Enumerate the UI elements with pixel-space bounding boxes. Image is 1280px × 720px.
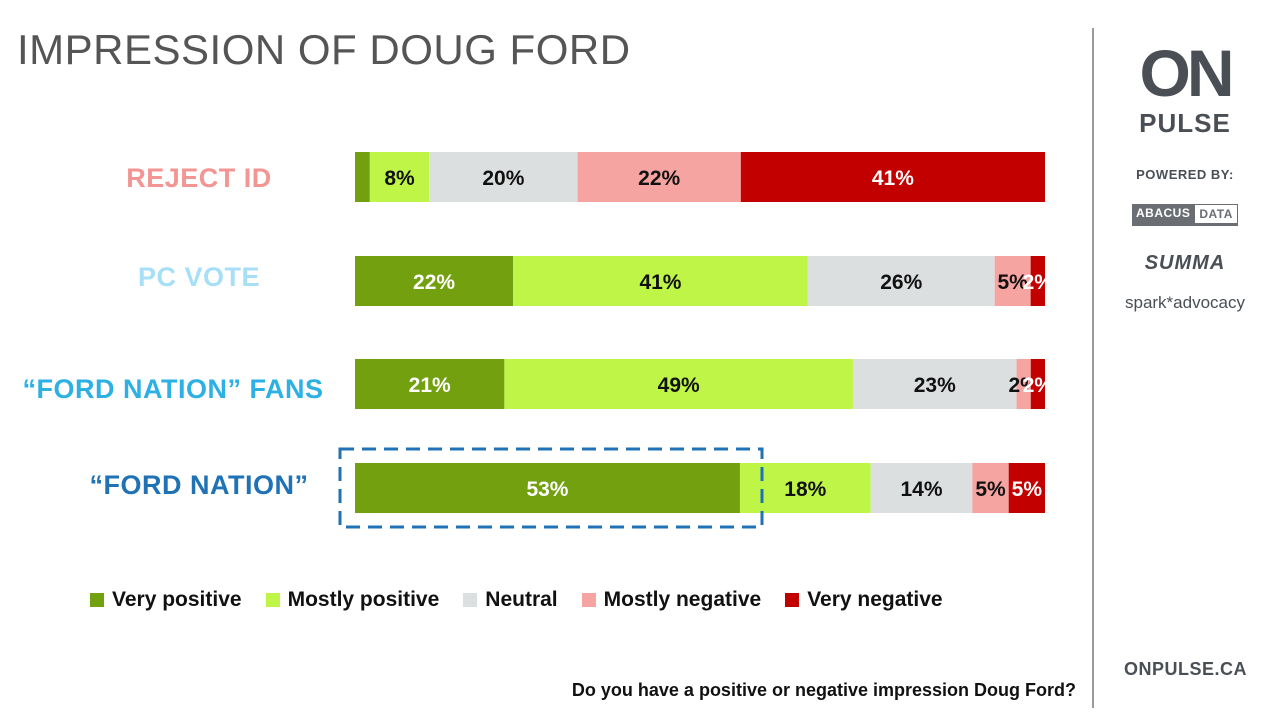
logo-pulse-text: PULSE: [1139, 108, 1231, 138]
summa-logo: SUMMA: [1144, 252, 1226, 274]
legend-swatch: [90, 593, 104, 607]
data-label: 41%: [639, 271, 681, 294]
data-label: 2%: [1023, 271, 1054, 294]
bar-segment: [355, 152, 370, 202]
bar-segment: [1008, 463, 1045, 513]
legend-swatch: [581, 593, 596, 607]
bar-segment: [355, 463, 740, 513]
bar-segment: [577, 152, 741, 202]
abacus-data-logo: ABACUS DATA: [1132, 204, 1238, 226]
legend-item-mostly-negative: Mostly negative: [581, 588, 762, 612]
data-label: 53%: [526, 478, 568, 501]
powered-by-label: POWERED BY:: [1136, 167, 1234, 182]
bar-segment: [852, 359, 1017, 409]
legend-item-neutral: Neutral: [463, 588, 558, 612]
bar-segment: [1016, 359, 1031, 409]
onpulse-logo: ON: [1140, 40, 1235, 106]
bar-segment: [740, 152, 1045, 202]
data-label: 5%: [1012, 478, 1043, 501]
data-label: 20%: [482, 167, 524, 190]
row-label-pc-vote: PC VOTE: [137, 262, 261, 292]
bar-segment: [355, 256, 514, 306]
data-label: 23%: [914, 374, 956, 397]
legend-label: Very positive: [112, 588, 242, 611]
survey-question: Do you have a positive or negative impre…: [571, 680, 1076, 700]
legend-label: Very negative: [807, 588, 943, 611]
bar-segment: [994, 256, 1031, 306]
legend-label: Mostly negative: [603, 588, 762, 611]
spark-advocacy-logo: spark*advocacy: [1124, 293, 1245, 312]
data-label: 8%: [384, 167, 415, 190]
row-label-ford-nation: “FORD NATION”: [89, 470, 309, 500]
legend-swatch: [785, 593, 800, 607]
data-label: 41%: [872, 167, 914, 190]
data-label: 26%: [880, 271, 922, 294]
stacked-bar-chart: 8% 20% 22% 41%22% 41% 26% 5%2%21% 49% 23% 2%2%53%…: [338, 152, 1054, 529]
sidebar-divider: [1092, 28, 1094, 708]
logo-on-text: ON: [1139, 36, 1235, 110]
legend-swatch: [463, 593, 478, 607]
bar-segment: [807, 256, 995, 306]
bar-segment: [1030, 359, 1045, 409]
data-label: 22%: [638, 167, 680, 190]
legend-item-mostly-positive: Mostly positive: [265, 588, 440, 612]
abacus-logo-left: ABACUS: [1132, 204, 1195, 223]
bar-segment: [355, 359, 505, 409]
data-label: 49%: [658, 374, 700, 397]
bar-segment: [1030, 256, 1046, 306]
chart-title: IMPRESSION OF DOUG FORD: [17, 26, 631, 73]
legend-item-very-positive: Very positive: [90, 588, 242, 612]
data-label: 14%: [901, 478, 943, 501]
legend-label: Mostly positive: [287, 588, 440, 611]
legend-swatch: [265, 593, 280, 607]
bar-segment: [972, 463, 1009, 513]
bar-segment: [369, 152, 430, 202]
row-label-reject-id: REJECT ID: [126, 163, 272, 193]
legend-label: Neutral: [485, 588, 558, 611]
data-label: 5%: [975, 478, 1006, 501]
bar-segment: [513, 256, 808, 306]
data-label: 18%: [784, 478, 826, 501]
data-label: 2%: [1023, 374, 1054, 397]
data-label: 22%: [413, 271, 455, 294]
legend: Very positive Mostly positive Neutral Mo…: [90, 588, 967, 612]
highlight-box: [338, 447, 764, 529]
bar-segment: [429, 152, 578, 202]
data-label: 5%: [997, 271, 1028, 294]
bar-segment: [504, 359, 853, 409]
legend-item-very-negative: Very negative: [785, 588, 943, 612]
brand-sidebar: ON PULSE POWERED BY: ABACUS DATA SUMMA s…: [1100, 40, 1270, 313]
row-label-ford-nation-fans: “FORD NATION” FANS: [22, 374, 324, 404]
bar-segment: [870, 463, 973, 513]
website-link[interactable]: ONPULSE.CA: [1124, 659, 1248, 679]
abacus-logo-right: DATA: [1194, 204, 1238, 223]
data-label: 21%: [409, 374, 451, 397]
